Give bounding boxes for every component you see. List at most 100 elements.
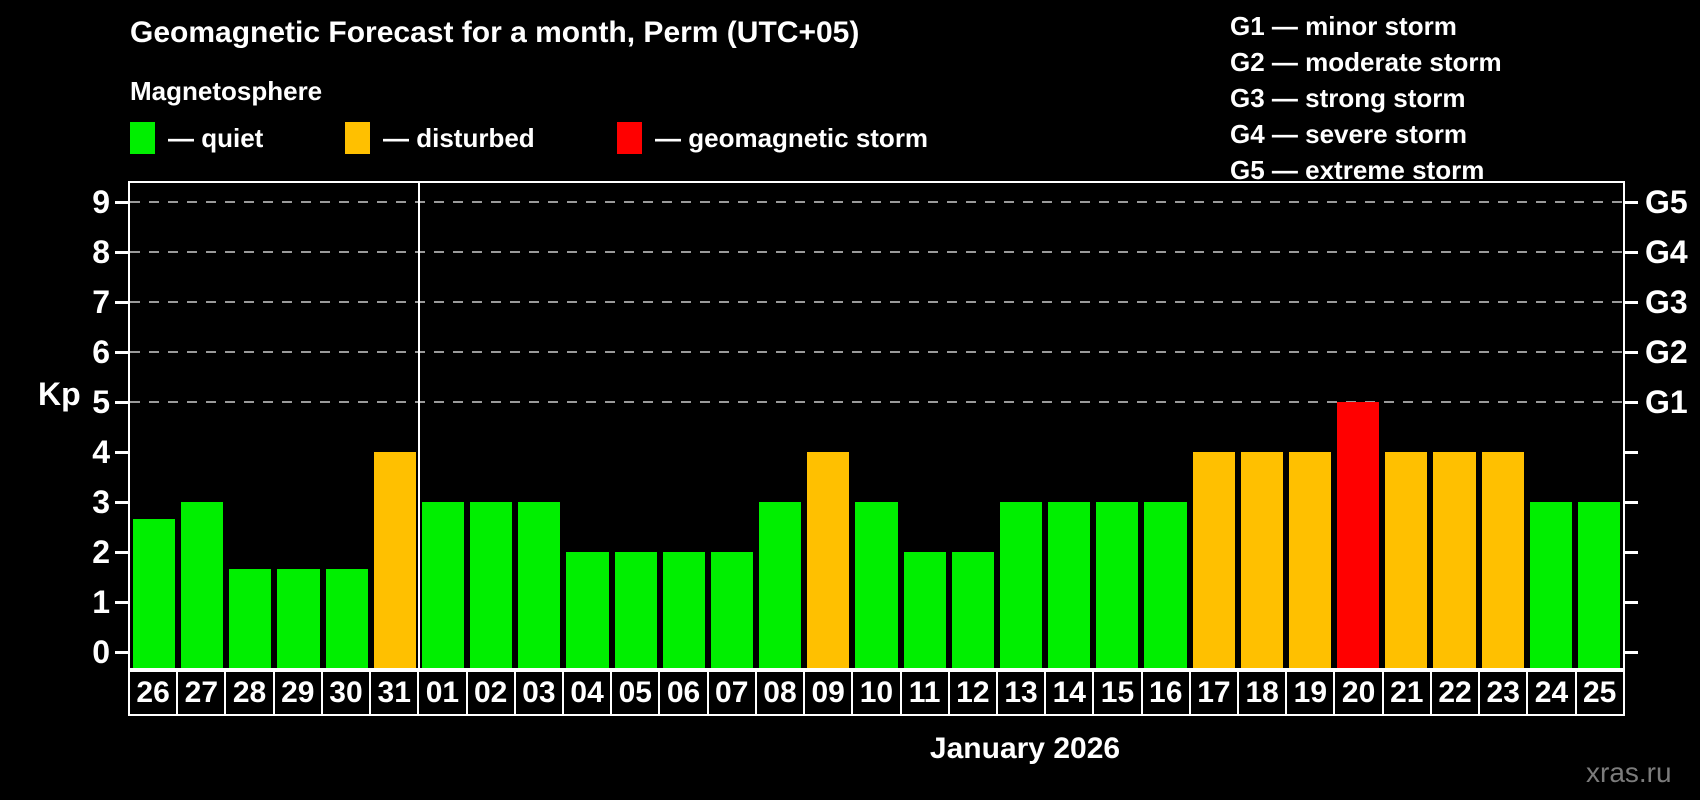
day-cell-02: 02 xyxy=(465,672,514,714)
bar-day-27 xyxy=(181,502,224,668)
day-cell-21: 21 xyxy=(1381,672,1430,714)
y-tick-right-1 xyxy=(1625,601,1638,604)
bar-day-02 xyxy=(470,502,513,668)
right-axis-label-g3: G3 xyxy=(1645,284,1688,320)
g-legend-line-g3: G3 — strong storm xyxy=(1230,83,1466,113)
bar-day-18 xyxy=(1240,452,1283,668)
y-tick-label-5: 5 xyxy=(92,384,110,420)
y-tick-label-9: 9 xyxy=(92,184,110,220)
right-axis-label-g2: G2 xyxy=(1645,334,1688,370)
legend-item-disturbed: — disturbed xyxy=(345,120,535,156)
bar-day-05 xyxy=(614,552,657,668)
y-tick-label-3: 3 xyxy=(92,484,110,520)
bar-day-06 xyxy=(662,552,705,668)
month-divider-line xyxy=(417,183,420,668)
chart-subtitle: Magnetosphere xyxy=(130,76,323,106)
day-cell-13: 13 xyxy=(995,672,1044,714)
bar-day-11 xyxy=(903,552,946,668)
day-cell-25: 25 xyxy=(1574,672,1623,714)
y-tick-label-2: 2 xyxy=(92,534,110,570)
day-cell-04: 04 xyxy=(561,672,610,714)
day-cell-29: 29 xyxy=(272,672,321,714)
y-tick-label-0: 0 xyxy=(92,634,110,670)
bar-day-12 xyxy=(951,552,994,668)
bar-day-23 xyxy=(1481,452,1524,668)
bar-day-13 xyxy=(999,502,1043,668)
g-legend-line-g5: G5 — extreme storm xyxy=(1230,155,1485,185)
g-legend-line-g2: G2 — moderate storm xyxy=(1230,47,1502,77)
bar-day-17 xyxy=(1192,452,1235,668)
bar-day-25 xyxy=(1577,502,1620,668)
gridline-kp5 xyxy=(130,401,1623,403)
y-tick-left-6 xyxy=(115,351,128,354)
y-tick-left-4 xyxy=(115,451,128,454)
day-cell-12: 12 xyxy=(947,672,996,714)
day-cell-14: 14 xyxy=(1044,672,1092,714)
day-cell-27: 27 xyxy=(176,672,224,714)
right-axis-label-g4: G4 xyxy=(1645,234,1688,270)
y-tick-right-2 xyxy=(1625,551,1638,554)
day-cell-11: 11 xyxy=(899,672,948,714)
y-tick-left-7 xyxy=(115,301,128,304)
watermark: xras.ru xyxy=(1586,757,1672,788)
day-cell-08: 08 xyxy=(754,672,803,714)
legend-item-quiet: — quiet xyxy=(130,120,263,156)
bar-day-19 xyxy=(1288,452,1332,668)
bar-day-30 xyxy=(325,568,368,668)
y-tick-label-1: 1 xyxy=(92,584,110,620)
bar-day-10 xyxy=(855,502,898,668)
bar-day-16 xyxy=(1144,502,1187,668)
bar-day-29 xyxy=(277,568,320,668)
bar-day-14 xyxy=(1048,502,1091,668)
day-cell-19: 19 xyxy=(1285,672,1333,714)
bar-day-04 xyxy=(566,552,609,668)
bar-day-31 xyxy=(373,452,416,668)
y-tick-right-6 xyxy=(1625,351,1638,354)
legend-item-storm: — geomagnetic storm xyxy=(617,120,928,156)
legend-label-disturbed: — disturbed xyxy=(383,122,535,153)
day-cell-30: 30 xyxy=(320,672,369,714)
day-cell-16: 16 xyxy=(1140,672,1189,714)
day-cell-23: 23 xyxy=(1478,672,1526,714)
right-axis-label-g1: G1 xyxy=(1645,384,1688,420)
kp-bar-chart: 0 1 2 3 4 5 6 7 8 9 G1 G2 G3 G4 G5 xyxy=(92,181,1688,670)
bar-day-08 xyxy=(759,502,802,668)
quiet-color-swatch xyxy=(130,122,155,154)
day-cell-22: 22 xyxy=(1429,672,1478,714)
y-tick-right-8 xyxy=(1625,251,1638,254)
day-cell-03: 03 xyxy=(513,672,562,714)
day-cell-09: 09 xyxy=(803,672,851,714)
day-cell-28: 28 xyxy=(224,672,272,714)
y-tick-label-4: 4 xyxy=(92,434,110,470)
y-tick-left-5 xyxy=(115,401,128,404)
y-tick-right-5 xyxy=(1625,401,1638,404)
day-cell-15: 15 xyxy=(1092,672,1140,714)
y-tick-right-7 xyxy=(1625,301,1638,304)
bar-day-22 xyxy=(1433,452,1476,668)
bar-day-07 xyxy=(710,552,754,668)
chart-title: Geomagnetic Forecast for a month, Perm (… xyxy=(130,16,860,49)
gridline-kp8 xyxy=(130,251,1623,253)
g-legend-line-g4: G4 — severe storm xyxy=(1230,119,1468,149)
right-axis-label-g5: G5 xyxy=(1645,184,1688,220)
legend-label-quiet: — quiet xyxy=(168,122,264,153)
day-cell-20: 20 xyxy=(1333,672,1381,714)
storm-color-swatch xyxy=(617,122,642,154)
bar-day-21 xyxy=(1385,452,1428,668)
bar-day-28 xyxy=(229,568,272,668)
bar-day-15 xyxy=(1096,502,1139,668)
y-tick-label-8: 8 xyxy=(92,234,110,270)
g-scale-legend: G1 — minor storm G2 — moderate storm G3 … xyxy=(1230,8,1502,188)
bar-day-01 xyxy=(421,502,465,668)
day-cell-07: 07 xyxy=(706,672,755,714)
y-tick-left-1 xyxy=(115,601,128,604)
y-tick-right-4 xyxy=(1625,451,1638,454)
y-tick-right-9 xyxy=(1625,201,1638,204)
y-tick-left-9 xyxy=(115,201,128,204)
g-legend-line-g1: G1 — minor storm xyxy=(1230,11,1457,41)
day-cell-26: 26 xyxy=(136,676,170,709)
day-cell-05: 05 xyxy=(610,672,658,714)
bar-day-20 xyxy=(1337,402,1380,668)
day-cell-06: 06 xyxy=(658,672,706,714)
gridline-kp7 xyxy=(130,301,1623,303)
